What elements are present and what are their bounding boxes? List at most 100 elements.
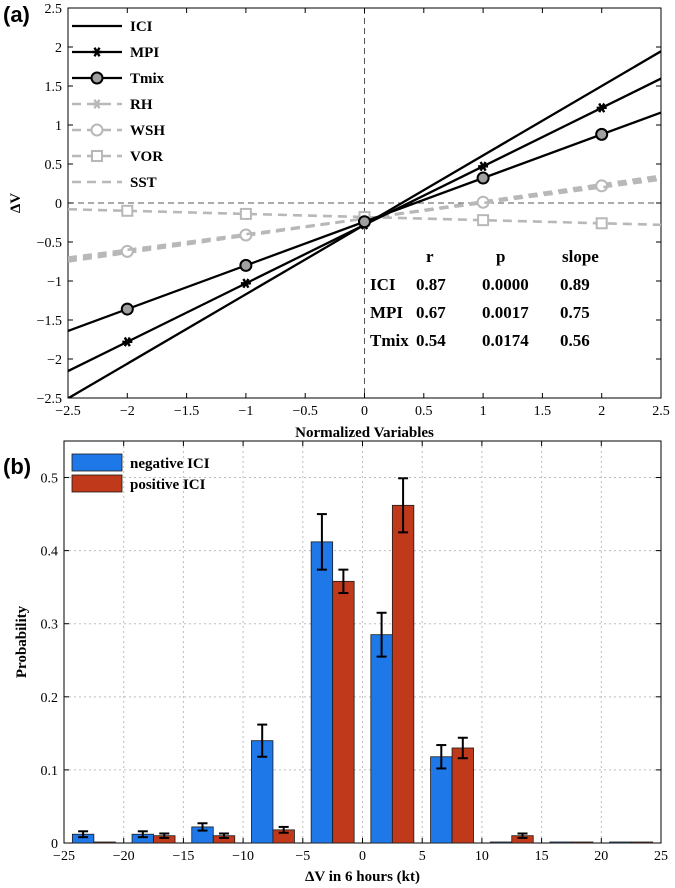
panel-a-y-tick-label: 0.5: [45, 158, 63, 173]
bar-negative-ICI: [609, 841, 632, 844]
stats-row-slope: 0.75: [560, 303, 590, 322]
series-marker-mpi-core: [243, 280, 249, 286]
stats-row-r: 0.54: [416, 331, 446, 350]
panel-b-y-tick-label: 0.1: [41, 764, 59, 779]
panel-b-x-tick-label: 0: [359, 849, 366, 864]
panel-a-x-tick-label: −2.5: [55, 404, 80, 419]
panel-a-y-tick-label: 0: [55, 197, 62, 212]
stats-row-slope: 0.89: [560, 275, 590, 294]
legend-label-vor: VOR: [130, 149, 163, 165]
legend-label-ici: ICI: [130, 19, 153, 35]
panel-a-y-tick-label: 1: [55, 119, 62, 134]
panel-b-x-tick-label: 20: [594, 849, 608, 864]
panel-a-y-tick-label: 2.5: [45, 2, 63, 17]
legend-marker-vor: [91, 150, 103, 162]
stats-row-name: ICI: [370, 275, 396, 294]
bar-negative-ICI: [310, 541, 334, 844]
series-marker-tmix: [239, 258, 253, 272]
panel-a-x-tick-label: 2.5: [652, 404, 670, 419]
panel-b-y-tick-label: 0: [51, 837, 58, 852]
bar-negative-ICI: [430, 756, 453, 844]
legend-label-wsh: WSH: [130, 123, 165, 139]
series-marker-vor: [595, 217, 608, 230]
legend-label-sst: SST: [130, 175, 157, 191]
legend-label-rh: RH: [130, 97, 153, 113]
series-marker-tmix: [358, 215, 371, 229]
series-marker-mpi: [240, 278, 251, 289]
bar-positive-ICI: [451, 747, 474, 844]
stats-row-p: 0.0017: [482, 303, 529, 322]
legend-swatch-positive-ICI: [71, 474, 123, 493]
panel-a-y-axis-label: ΔV: [8, 193, 24, 213]
bar-positive-ICI: [391, 504, 415, 844]
panel-a-x-tick-label: 1: [480, 404, 487, 419]
panel-b-x-tick-label: −20: [113, 849, 135, 864]
panel-b-x-tick-label: −25: [53, 849, 75, 864]
panel-a-x-tick-label: −1.5: [174, 404, 199, 419]
series-marker-wsh: [120, 244, 134, 258]
panel-a-x-tick-label: −1: [238, 404, 253, 419]
panel-b-y-axis-label: Probability: [14, 605, 30, 678]
series-marker-vor: [477, 214, 490, 227]
legend-label-positive-ICI: positive ICI: [130, 477, 206, 493]
panel-b-y-tick-label: 0.2: [41, 691, 59, 706]
panel-a-y-tick-label: −2.5: [37, 392, 62, 407]
legend-marker-rh-core: [94, 101, 100, 107]
series-line-sst: [68, 178, 661, 259]
bar-positive-ICI: [93, 841, 116, 844]
stats-row-r: 0.67: [416, 303, 446, 322]
stats-header-p: p: [496, 247, 505, 266]
panel-a-y-tick-label: 2: [55, 41, 62, 56]
panel-b-x-tick-label: 10: [475, 849, 489, 864]
bar-negative-ICI: [370, 634, 393, 844]
bar-positive-ICI: [630, 841, 654, 844]
panel-a-x-tick-label: −2: [120, 404, 135, 419]
series-marker-vor: [239, 207, 252, 220]
panel-b-x-tick-label: 25: [654, 849, 668, 864]
legend-marker-mpi-core: [94, 49, 100, 55]
stats-row-slope: 0.56: [560, 331, 590, 350]
bar-negative-ICI: [489, 841, 513, 844]
panel-a-x-tick-label: −0.5: [292, 404, 317, 419]
panel-a-x-axis-label: Normalized Variables: [295, 425, 434, 441]
panel-b-y-tick-label: 0.5: [41, 472, 59, 487]
panel-a-y-tick-label: 1.5: [45, 80, 63, 95]
panel-a-y-tick-label: −1.5: [37, 314, 62, 329]
series-marker-mpi: [122, 336, 133, 347]
series-marker-tmix: [476, 171, 490, 185]
panel-b-x-tick-label: −5: [295, 849, 310, 864]
panel-b-x-axis-label: ΔV in 6 hours (kt): [305, 869, 420, 885]
stats-row-p: 0.0000: [482, 275, 529, 294]
series-marker-tmix: [120, 302, 134, 316]
panel-a-y-tick-label: −2: [47, 353, 62, 368]
stats-header-r: r: [426, 247, 434, 266]
panel-a-x-tick-label: 1.5: [534, 404, 552, 419]
panel-b-label: (b): [3, 454, 31, 479]
panel-b-y-tick-label: 0.3: [41, 618, 59, 633]
legend-marker-mpi: [92, 47, 102, 57]
bar-positive-ICI: [571, 841, 594, 844]
stats-header-slope: slope: [562, 247, 599, 266]
series-line-vor: [68, 207, 661, 227]
bar-negative-ICI: [549, 841, 572, 844]
series-marker-mpi-core: [124, 339, 130, 345]
series-marker-mpi-core: [480, 163, 486, 169]
panel-b-x-tick-label: −15: [172, 849, 194, 864]
legend-label-mpi: MPI: [130, 45, 159, 61]
panel-a-label: (a): [3, 2, 30, 27]
panel-b-x-tick-label: 5: [419, 849, 426, 864]
stats-row-name: MPI: [370, 303, 403, 322]
panel-a-x-tick-label: 0.5: [415, 404, 433, 419]
legend-label-tmix: Tmix: [130, 71, 165, 87]
legend-marker-rh: [92, 99, 102, 109]
legend-marker-wsh: [90, 123, 104, 137]
panel-b-x-tick-label: 15: [535, 849, 549, 864]
stats-row-p: 0.0174: [482, 331, 529, 350]
bar-positive-ICI: [332, 580, 355, 844]
series-marker-mpi-core: [599, 105, 605, 111]
panel-a-y-tick-label: −0.5: [37, 236, 62, 251]
panel-a-x-tick-label: 2: [598, 404, 605, 419]
series-marker-mpi: [478, 161, 489, 172]
legend-label-negative-ICI: negative ICI: [130, 456, 210, 472]
